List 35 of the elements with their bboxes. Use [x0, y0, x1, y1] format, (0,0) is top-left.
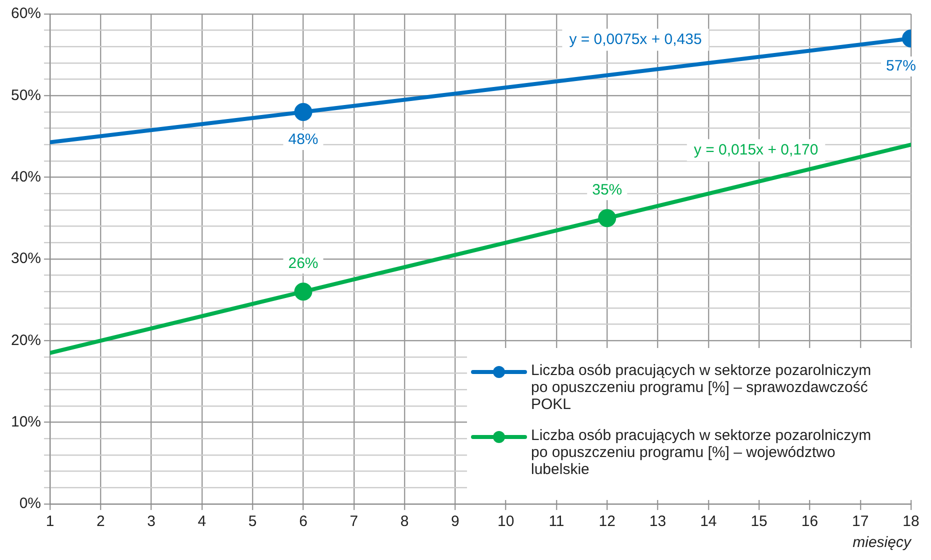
x-tick-label: 12 — [598, 513, 616, 530]
x-tick-label: 14 — [700, 513, 717, 530]
y-tick-label: 50% — [10, 86, 42, 104]
x-tick-label: 10 — [497, 513, 514, 530]
x-tick-label: 6 — [299, 513, 308, 530]
x-tick-label: 9 — [451, 513, 460, 530]
legend-label: Liczba osób pracujących w sektorze pozarolniczym po opuszczeniu programu [%] – województwo lubelskie — [531, 427, 872, 478]
y-tick-label: 10% — [10, 413, 42, 430]
x-tick-label: 2 — [96, 513, 105, 530]
x-tick-label: 7 — [350, 513, 358, 530]
y-tick-label: 20% — [10, 332, 42, 349]
y-tick-label: 30% — [10, 250, 42, 268]
x-tick-label: 11 — [548, 513, 564, 530]
x-tick-label: 5 — [248, 513, 257, 530]
annotation: y = 0,0075x + 0,435 — [569, 30, 702, 48]
x-tick-label: 1 — [46, 513, 54, 530]
y-tick-label: 60% — [10, 5, 42, 22]
x-tick-label: 15 — [750, 513, 768, 530]
x-tick-label: 4 — [198, 513, 206, 530]
x-tick-label: 16 — [801, 513, 818, 530]
data-label: 57% — [886, 58, 916, 75]
x-axis-title: miesięcy — [852, 534, 912, 552]
x-tick-label: 8 — [400, 513, 409, 530]
x-tick-label: 13 — [649, 513, 666, 530]
data-label: 48% — [288, 131, 318, 148]
x-tick-label: 17 — [852, 513, 869, 530]
x-tick-label: 3 — [147, 513, 156, 530]
data-label: 26% — [288, 254, 318, 272]
data-label: 35% — [592, 181, 622, 198]
y-tick-label: 40% — [10, 168, 42, 186]
point — [294, 282, 312, 301]
x-tick-label: 18 — [902, 513, 920, 530]
y-tick-label: 0% — [19, 495, 42, 512]
annotation: y = 0,015x + 0,170 — [694, 141, 818, 158]
legend-label: Liczba osób pracujących w sektorze pozarolniczym po opuszczeniu programu [%] – sprawozdawczość POKL — [531, 362, 872, 413]
